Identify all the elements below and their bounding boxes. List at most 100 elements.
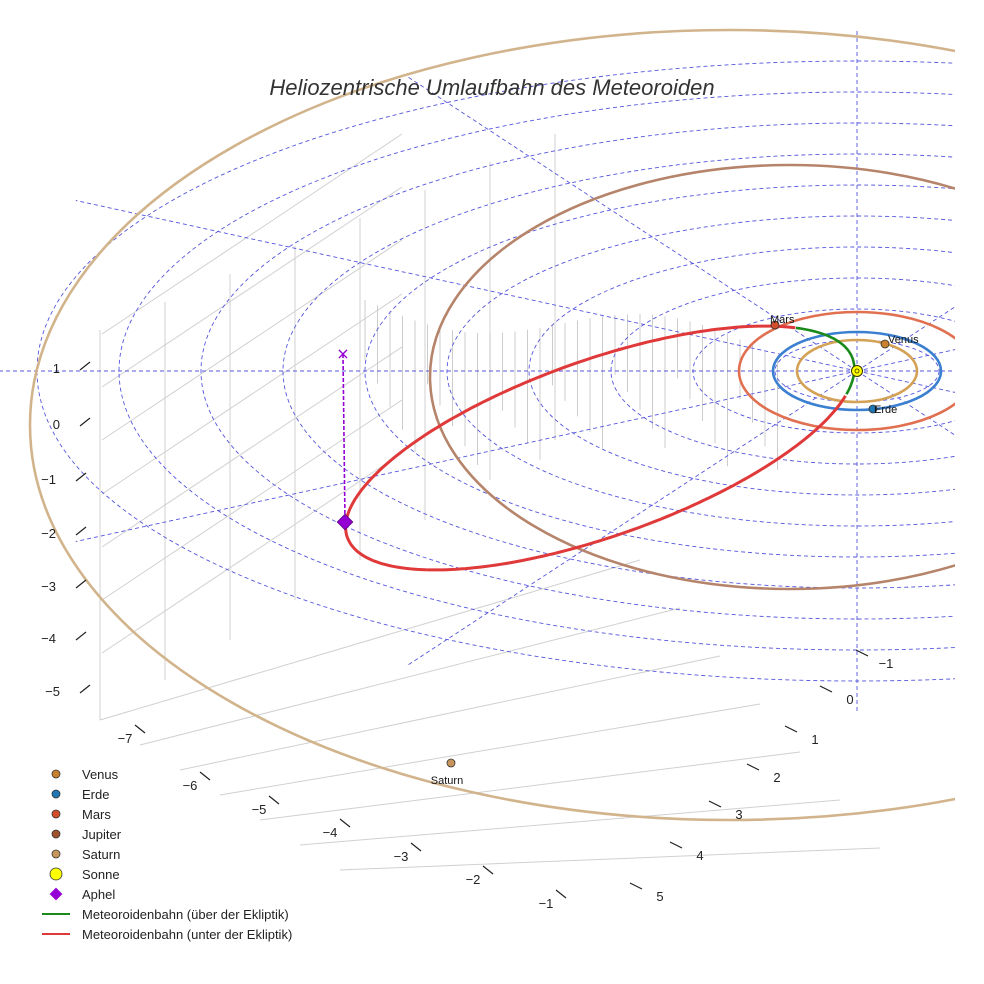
- legend-entry: Venus: [51, 767, 119, 782]
- y-tick-label: 3: [735, 807, 742, 822]
- aphelion-marker: [336, 513, 354, 531]
- ecliptic-polar-grid: [0, 30, 955, 712]
- meteoroid-orbit-above-ecliptic: [795, 326, 856, 395]
- z-tick-mark: [79, 684, 91, 694]
- legend-marker: [49, 867, 63, 881]
- grid-line: [101, 452, 403, 654]
- planet-saturn-label: Saturn: [431, 775, 463, 787]
- ecliptic-ring: [528, 246, 955, 496]
- z-tick-label: −1: [41, 472, 56, 487]
- legend-marker: [49, 887, 63, 901]
- axes-box-grid: [99, 133, 881, 871]
- x-tick-label: −3: [394, 849, 409, 864]
- planet-venus-label: Venus: [888, 334, 919, 346]
- planet-erde-label: Erde: [874, 404, 897, 416]
- x-tick-mark: [482, 865, 494, 875]
- legend-marker: [51, 809, 61, 819]
- ecliptic-spoke: [856, 306, 955, 372]
- x-tick-mark: [339, 818, 351, 828]
- z-tick-mark: [75, 579, 87, 589]
- projection-stems: [364, 300, 778, 470]
- legend-entry: Erde: [51, 787, 109, 802]
- legend-marker: [51, 769, 61, 779]
- legend-entry: Jupiter: [51, 827, 122, 842]
- legend-label: Mars: [82, 807, 111, 822]
- legend-marker: [51, 829, 61, 839]
- x-tick-label: −4: [323, 825, 338, 840]
- grid-line: [101, 346, 403, 548]
- planet-mars-label: Mars: [770, 314, 795, 326]
- z-tick-label: 0: [53, 417, 60, 432]
- meteoroid-orbit-below-ecliptic: [344, 324, 847, 572]
- y-tick-mark: [746, 763, 760, 771]
- planet-saturn-marker: [446, 758, 456, 768]
- y-tick-label: −1: [879, 656, 894, 671]
- legend: Venus Erde Mars Jupiter Saturn Sonne Aphel Mete…: [42, 767, 292, 942]
- y-tick-mark: [855, 649, 869, 657]
- z-axis-ticks: 1 0 −1 −2 −3 −4 −5: [41, 361, 91, 699]
- grid-line: [339, 847, 881, 871]
- y-tick-mark: [708, 800, 722, 808]
- grid-line: [219, 703, 761, 796]
- x-tick-mark: [410, 842, 422, 852]
- y-tick-label: 4: [696, 848, 703, 863]
- orbit-venus: [795, 338, 919, 404]
- grid-line: [101, 186, 403, 388]
- chart-title: Heliozentrische Umlaufbahn des Meteoroid…: [269, 75, 714, 100]
- x-tick-mark: [555, 889, 567, 899]
- ecliptic-spoke: [405, 370, 858, 667]
- z-tick-mark: [75, 472, 87, 482]
- legend-entry: Sonne: [49, 867, 120, 882]
- orbit-jupiter: [428, 163, 955, 591]
- z-tick-label: −4: [41, 631, 56, 646]
- y-tick-label: 0: [846, 692, 853, 707]
- y-tick-label: 2: [773, 770, 780, 785]
- orbit-saturn: [28, 28, 955, 822]
- grid-line: [259, 751, 801, 821]
- aphelion-projection-marker: ×: [336, 344, 349, 363]
- x-tick-mark: [268, 795, 280, 805]
- x-tick-label: −1: [539, 896, 554, 911]
- x-tick-mark: [134, 724, 146, 734]
- legend-label: Sonne: [82, 867, 120, 882]
- legend-label: Meteoroidenbahn (unter der Ekliptik): [82, 927, 292, 942]
- legend-entry: Meteoroidenbahn (über der Ekliptik): [42, 907, 289, 922]
- grid-line: [101, 293, 403, 495]
- legend-entry: Meteoroidenbahn (unter der Ekliptik): [42, 927, 292, 942]
- z-tick-mark: [79, 417, 91, 427]
- y-tick-label: 5: [656, 889, 663, 904]
- legend-marker: [51, 849, 61, 859]
- orbit-erde: [771, 330, 943, 412]
- legend-label: Venus: [82, 767, 119, 782]
- y-tick-mark: [819, 685, 833, 693]
- grid-line: [179, 655, 721, 771]
- legend-label: Saturn: [82, 847, 120, 862]
- aphelion-projection-line: [342, 353, 346, 523]
- y-tick-mark: [784, 725, 798, 733]
- grid-line: [101, 399, 403, 601]
- x-tick-mark: [199, 771, 211, 781]
- x-tick-label: −7: [118, 731, 133, 746]
- z-tick-mark: [79, 361, 91, 371]
- grid-line: [299, 799, 841, 846]
- planet-mars-marker: [770, 320, 780, 330]
- z-tick-label: 1: [53, 361, 60, 376]
- planet-venus-marker: [880, 339, 890, 349]
- x-axis-ticks: −7 −6 −5 −4 −3 −2 −1: [118, 724, 567, 911]
- y-tick-mark: [629, 882, 643, 890]
- ecliptic-ring: [200, 122, 955, 620]
- grid-line: [99, 559, 641, 721]
- planet-erde-marker: [868, 404, 878, 414]
- legend-marker: [51, 789, 61, 799]
- orbit-mars: [737, 310, 955, 432]
- x-tick-label: −5: [252, 802, 267, 817]
- legend-entry: Mars: [51, 807, 111, 822]
- z-tick-mark: [75, 526, 87, 536]
- z-tick-label: −3: [41, 579, 56, 594]
- y-axis-ticks: −1 0 1 2 3 4 5: [629, 649, 894, 904]
- ecliptic-spoke: [75, 370, 858, 542]
- legend-label: Erde: [82, 787, 109, 802]
- y-tick-label: 1: [811, 732, 818, 747]
- legend-entry: Saturn: [51, 847, 120, 862]
